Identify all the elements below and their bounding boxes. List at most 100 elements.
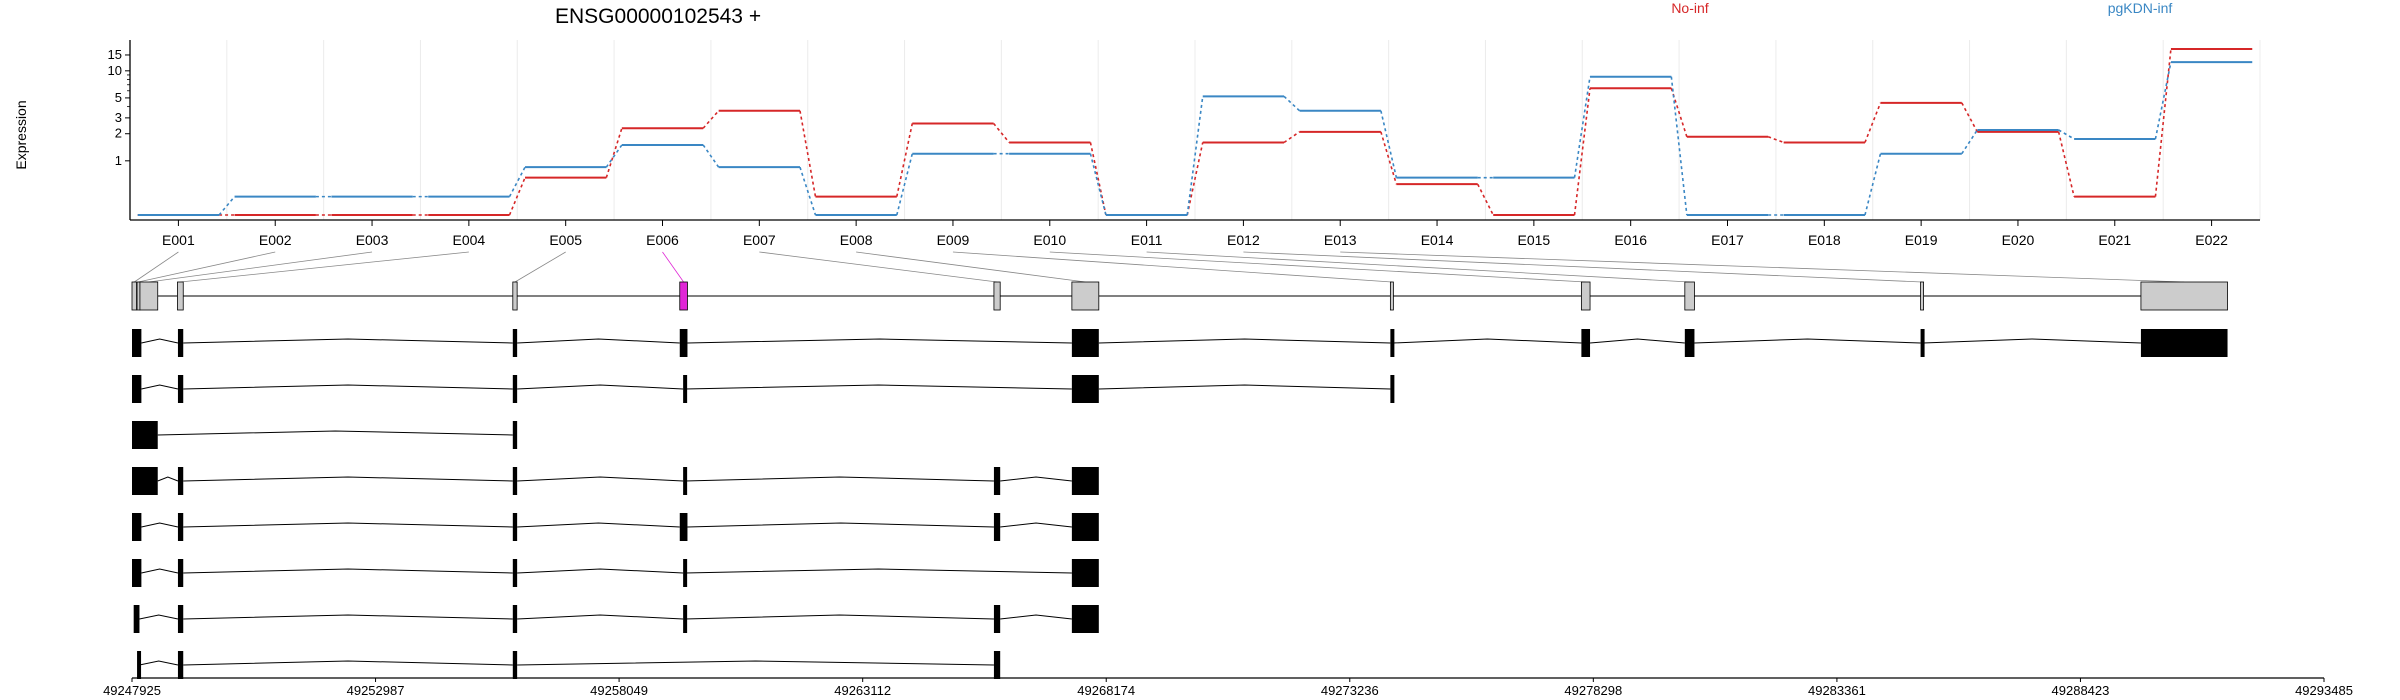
transcript-intron bbox=[687, 522, 994, 528]
transcript-exon bbox=[993, 467, 1001, 495]
exon-label: E001 bbox=[162, 232, 195, 248]
transcript-intron bbox=[183, 338, 513, 344]
exon-connector bbox=[952, 251, 1392, 283]
exon-label: E006 bbox=[646, 232, 679, 248]
series-connector bbox=[992, 122, 1010, 143]
transcript-intron bbox=[139, 614, 179, 620]
transcript-exon bbox=[993, 513, 1001, 541]
transcript-intron bbox=[1000, 614, 1072, 620]
gene-model-exon bbox=[1920, 281, 1924, 311]
transcript-exon bbox=[1071, 513, 1099, 541]
transcript-exon bbox=[512, 559, 518, 587]
transcript-exon bbox=[683, 467, 688, 495]
exon-label: E015 bbox=[1518, 232, 1551, 248]
exon-labels: E001 E002 E003 E004 E005 E006 E007 E008 E009 E010… bbox=[162, 220, 2228, 248]
series-connector bbox=[218, 196, 236, 216]
gene-model-exon bbox=[1684, 281, 1695, 311]
series-connector bbox=[1089, 153, 1107, 216]
genomic-tick-label: 49268174 bbox=[1077, 683, 1135, 698]
exon-connector bbox=[138, 251, 276, 283]
transcript-intron bbox=[1922, 338, 2141, 344]
genomic-tick-label: 49278298 bbox=[1564, 683, 1622, 698]
transcript-intron bbox=[183, 614, 513, 620]
genomic-tick-label: 49247925 bbox=[103, 683, 161, 698]
transcript-exon bbox=[683, 375, 688, 403]
exon-connector bbox=[856, 251, 1086, 283]
transcript-intron bbox=[139, 660, 179, 666]
transcript-intron bbox=[1098, 338, 1391, 344]
genomic-tick-label: 49273236 bbox=[1321, 683, 1379, 698]
exon-label: E010 bbox=[1033, 232, 1066, 248]
transcript-exon bbox=[1390, 329, 1395, 357]
legend-entry-2: pgKDN-inf bbox=[2108, 0, 2173, 16]
y-tick-label: 5 bbox=[115, 90, 122, 105]
exon-connector bbox=[1243, 251, 1922, 283]
transcript-model bbox=[137, 651, 1001, 679]
exon-label: E022 bbox=[2195, 232, 2228, 248]
genomic-tick-label: 49263112 bbox=[834, 683, 891, 698]
gene-model-exon bbox=[679, 281, 688, 311]
transcript-exon bbox=[177, 651, 184, 679]
exon-label: E017 bbox=[1711, 232, 1744, 248]
chart-title: ENSG00000102543 + bbox=[555, 5, 761, 28]
transcript-exon bbox=[2140, 329, 2228, 357]
series-connector bbox=[1186, 142, 1204, 216]
transcript-exon bbox=[132, 559, 142, 587]
transcript-exon bbox=[1684, 329, 1695, 357]
transcript-exon bbox=[133, 605, 140, 633]
transcript-exon bbox=[132, 467, 158, 495]
series-connector bbox=[1186, 96, 1204, 216]
transcript-exon bbox=[512, 421, 518, 449]
series-connector bbox=[605, 128, 623, 178]
genomic-tick-label: 49293485 bbox=[2295, 683, 2353, 698]
transcript-intron bbox=[517, 338, 680, 344]
transcript-intron bbox=[685, 384, 1072, 390]
gene-model-exon bbox=[512, 281, 518, 311]
transcript-intron bbox=[687, 338, 1072, 344]
transcript-exon bbox=[679, 329, 688, 357]
y-axis-label: Expression bbox=[13, 100, 29, 169]
transcript-intron bbox=[685, 568, 1072, 574]
transcript-intron bbox=[141, 384, 179, 390]
transcript-exon bbox=[512, 605, 518, 633]
exon-label: E013 bbox=[1324, 232, 1357, 248]
exon-connector bbox=[759, 251, 998, 283]
series-connector bbox=[1670, 76, 1688, 216]
transcript-intron bbox=[517, 660, 994, 666]
exon-label: E021 bbox=[2098, 232, 2131, 248]
transcript-exon bbox=[993, 651, 1001, 679]
series-connector bbox=[1573, 76, 1591, 178]
series-connector bbox=[799, 110, 817, 197]
exon-label: E002 bbox=[259, 232, 292, 248]
series-connector bbox=[1864, 102, 1882, 143]
transcript-intron bbox=[685, 476, 994, 482]
exon-connector bbox=[662, 251, 684, 283]
y-tick-label: 3 bbox=[115, 110, 122, 125]
gene-model-exon bbox=[177, 281, 184, 311]
transcript-exon bbox=[512, 375, 518, 403]
transcript-exon bbox=[132, 375, 142, 403]
transcript-exon bbox=[512, 467, 518, 495]
exon-label: E014 bbox=[1421, 232, 1454, 248]
transcript-exon bbox=[177, 559, 184, 587]
exon-connectors bbox=[134, 251, 2185, 283]
y-tick-label: 15 bbox=[108, 47, 122, 62]
series-connector bbox=[2154, 61, 2172, 140]
exon-connector bbox=[514, 251, 566, 283]
series-connector bbox=[799, 166, 817, 216]
gene-model bbox=[131, 281, 2228, 311]
transcript-intron bbox=[1590, 338, 1685, 344]
exon-connector bbox=[1049, 251, 1586, 283]
exon-label: E007 bbox=[743, 232, 776, 248]
exon-label: E003 bbox=[356, 232, 389, 248]
transcript-exon bbox=[512, 651, 518, 679]
transcript-intron bbox=[183, 568, 513, 574]
gene-model-exon bbox=[1580, 281, 1591, 311]
transcript-exon bbox=[1071, 329, 1099, 357]
transcript-exon bbox=[512, 513, 518, 541]
transcript-intron bbox=[141, 522, 179, 528]
transcript-exon bbox=[177, 375, 184, 403]
transcript-exon bbox=[177, 467, 184, 495]
